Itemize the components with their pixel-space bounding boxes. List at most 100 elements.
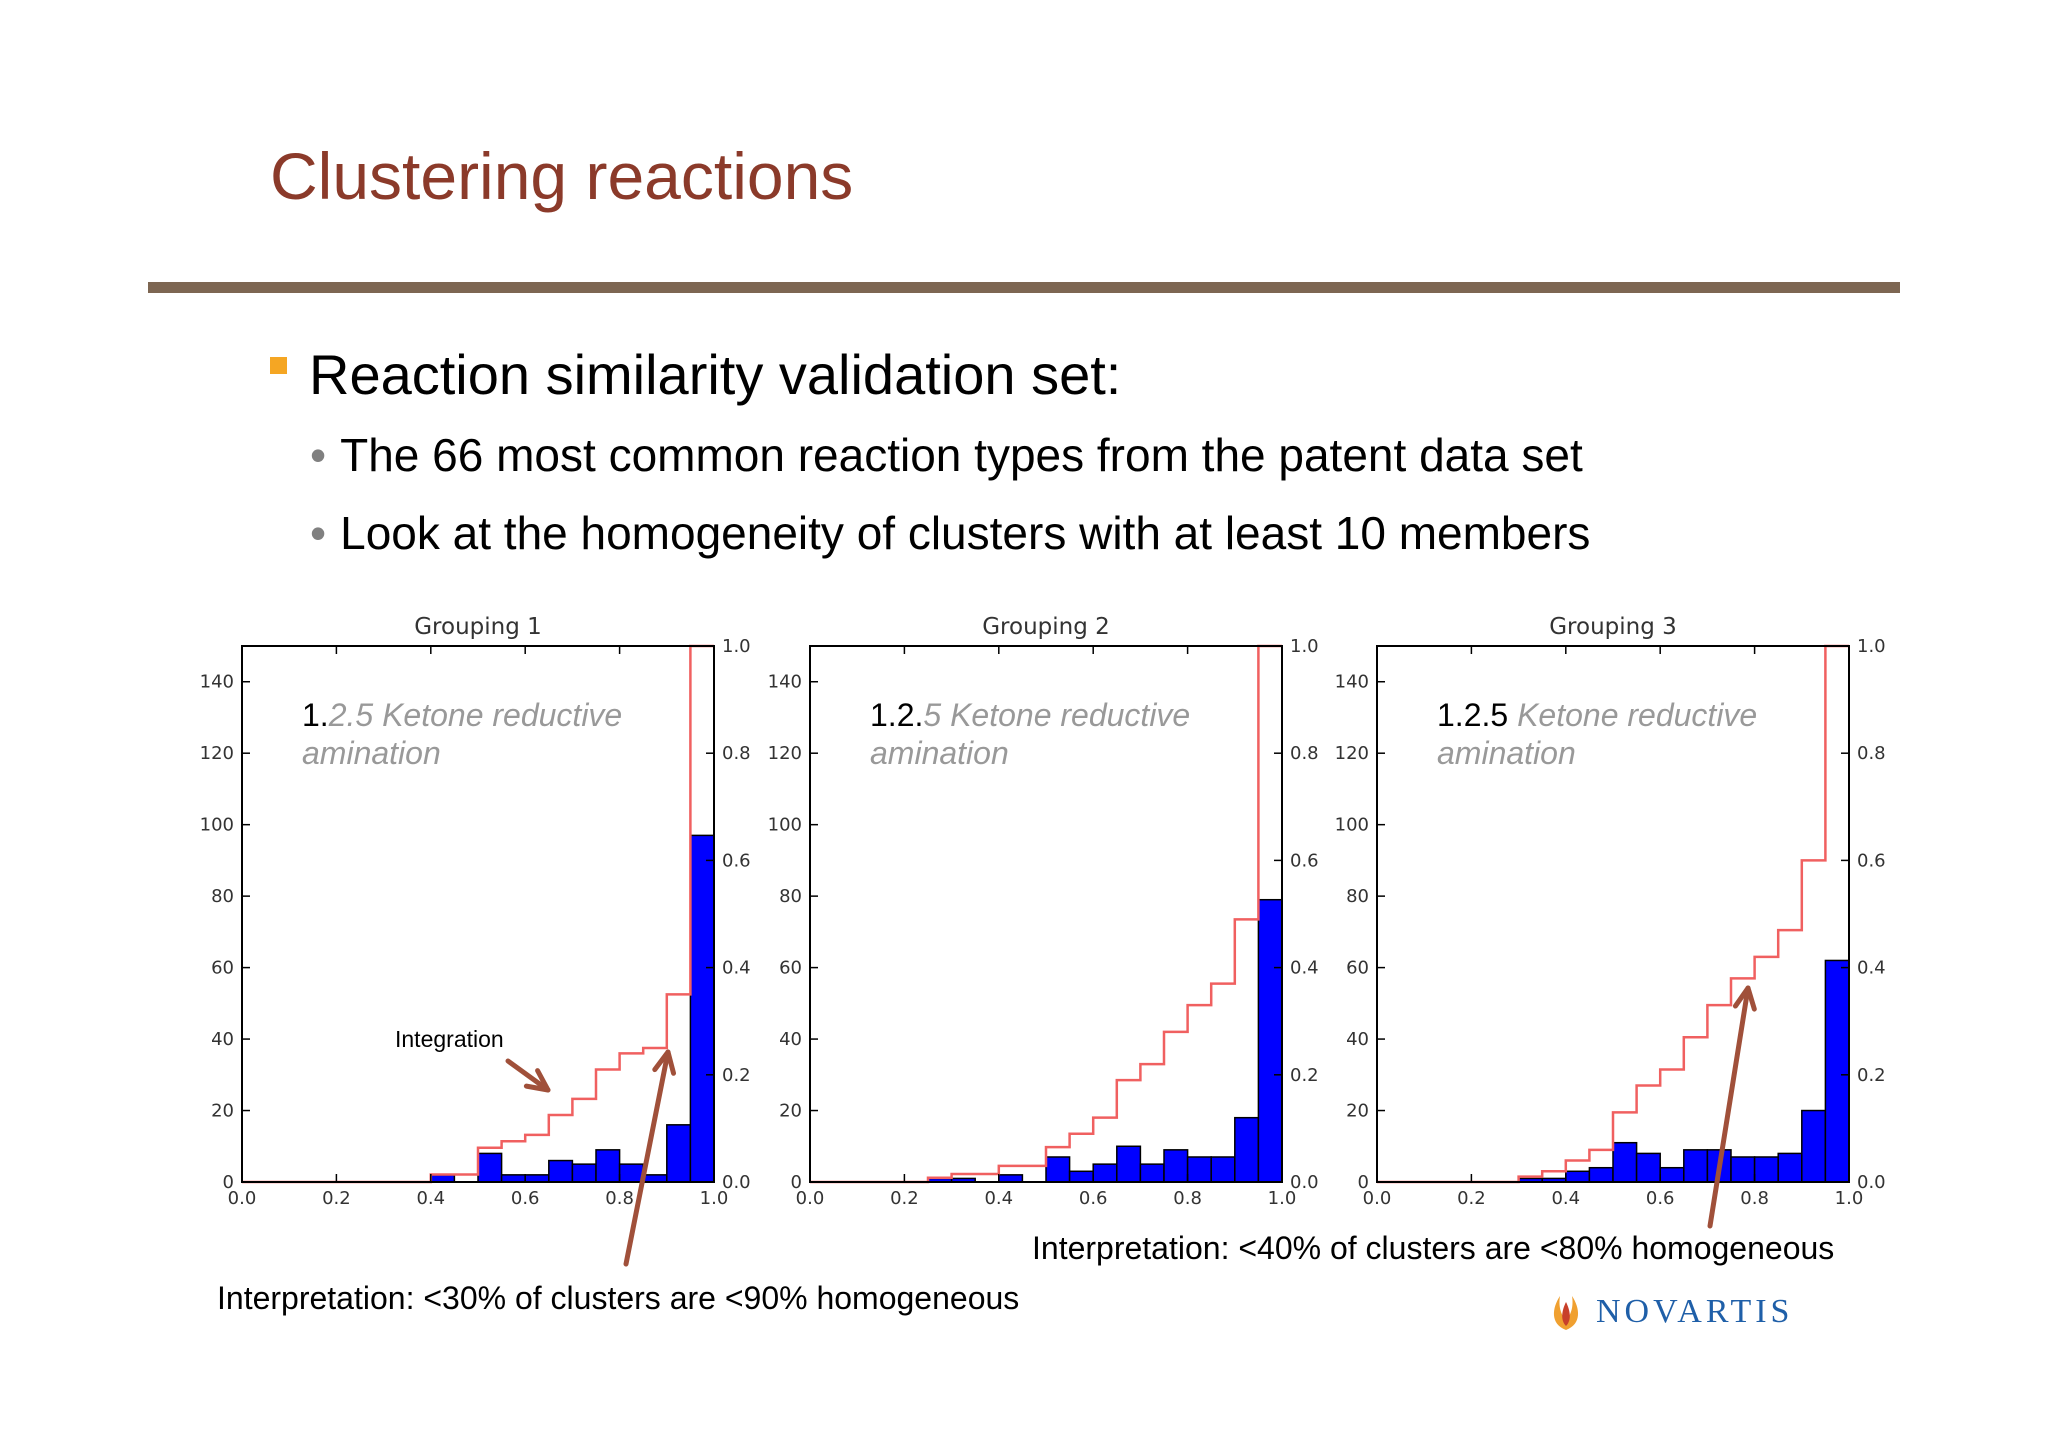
reaction-class-code: 1. — [302, 697, 329, 733]
y-right-tick-label: 0.2 — [722, 1065, 751, 1086]
histogram-bar — [1139, 1163, 1165, 1183]
histogram-bar — [666, 1124, 692, 1183]
reaction-class-label: 1.2.5 Ketone reductive — [1437, 697, 1757, 733]
y-left-tick-label: 20 — [779, 1101, 802, 1122]
y-right-tick-label: 1.0 — [1290, 636, 1319, 657]
histogram-bar — [500, 1174, 526, 1183]
x-tick-label: 1.0 — [1268, 1188, 1297, 1209]
y-right-tick-label: 0.6 — [722, 850, 751, 871]
y-left-tick-label: 120 — [1335, 743, 1369, 764]
histogram-bar — [1683, 1149, 1709, 1183]
histogram-bar — [1565, 1170, 1591, 1183]
y-right-tick-label: 0.2 — [1290, 1065, 1319, 1086]
integration-annotation: Integration — [395, 1026, 504, 1052]
y-right-tick-label: 0.4 — [1857, 958, 1886, 979]
histogram-bar — [430, 1174, 456, 1183]
histogram-bar — [1234, 1116, 1260, 1183]
y-right-tick-label: 1.0 — [722, 636, 751, 657]
novartis-logo: NOVARTIS — [1546, 1290, 1793, 1334]
y-right-tick-label: 0.0 — [1857, 1172, 1886, 1193]
reaction-class-code: 1.2. — [870, 697, 923, 733]
y-left-tick-label: 140 — [200, 672, 234, 693]
reaction-class-name: 2.5 Ketone reductive — [328, 697, 623, 733]
reaction-class-code: 1.2.5 — [1437, 697, 1517, 733]
y-left-tick-label: 100 — [1335, 815, 1369, 836]
y-right-tick-label: 0.8 — [722, 743, 751, 764]
reaction-class-label: 1.2.5 Ketone reductive — [870, 697, 1190, 733]
x-tick-label: 0.4 — [416, 1188, 445, 1209]
logo-wordmark: NOVARTIS — [1596, 1293, 1794, 1330]
integration-arrow — [505, 1058, 551, 1093]
x-tick-label: 0.0 — [796, 1188, 825, 1209]
interpretation-1: Interpretation: <30% of clusters are <90… — [217, 1280, 1020, 1316]
chart-title: Grouping 2 — [982, 614, 1110, 640]
reaction-class-name: Ketone reductive — [1517, 697, 1757, 733]
flame-icon — [1553, 1296, 1579, 1330]
x-tick-label: 0.2 — [890, 1188, 919, 1209]
y-left-tick-label: 60 — [1346, 958, 1369, 979]
reaction-class-label: 1.2.5 Ketone reductive — [302, 697, 622, 733]
histogram-bar — [1092, 1163, 1118, 1183]
y-right-tick-label: 0.0 — [1290, 1172, 1319, 1193]
histogram-bar — [1753, 1156, 1779, 1183]
y-right-tick-label: 0.4 — [1290, 958, 1319, 979]
reaction-class-name-line2: amination — [870, 735, 1009, 771]
y-right-tick-label: 1.0 — [1857, 636, 1886, 657]
x-tick-label: 0.8 — [1740, 1188, 1769, 1209]
y-right-tick-label: 0.0 — [722, 1172, 751, 1193]
plot-frame — [241, 645, 715, 1183]
y-left-tick-label: 120 — [200, 743, 234, 764]
histogram-bar — [1824, 959, 1850, 1183]
histogram-bar — [1801, 1109, 1827, 1183]
y-left-tick-label: 40 — [211, 1029, 234, 1050]
y-left-tick-label: 80 — [211, 886, 234, 907]
histogram-bar — [1116, 1145, 1142, 1183]
y-left-tick-label: 60 — [211, 958, 234, 979]
x-tick-label: 0.0 — [1363, 1188, 1392, 1209]
interpretation-2: Interpretation: <40% of clusters are <80… — [1032, 1230, 1835, 1266]
histogram-bar — [548, 1159, 574, 1183]
y-left-tick-label: 100 — [200, 815, 234, 836]
histogram-bar — [1777, 1152, 1803, 1183]
y-left-tick-label: 140 — [768, 672, 802, 693]
histogram-bar — [1186, 1156, 1212, 1183]
cumulative-line — [810, 644, 1282, 1184]
y-left-tick-label: 80 — [779, 886, 802, 907]
y-left-tick-label: 0 — [1358, 1172, 1369, 1193]
title-divider — [148, 282, 1900, 293]
interpretation-2-arrow-head — [1732, 985, 1757, 1012]
histogram-bar — [1730, 1156, 1756, 1183]
y-left-tick-label: 80 — [1346, 886, 1369, 907]
x-tick-label: 0.0 — [228, 1188, 257, 1209]
x-tick-label: 0.2 — [1457, 1188, 1486, 1209]
histogram-bar — [618, 1163, 644, 1183]
x-tick-label: 0.8 — [1173, 1188, 1202, 1209]
x-tick-label: 0.6 — [1646, 1188, 1675, 1209]
x-tick-label: 1.0 — [700, 1188, 729, 1209]
histogram-bar — [689, 834, 715, 1183]
histogram-bar — [1588, 1166, 1614, 1183]
histogram-bar — [1635, 1152, 1661, 1183]
x-tick-label: 0.4 — [1551, 1188, 1580, 1209]
y-right-tick-label: 0.6 — [1857, 850, 1886, 871]
square-bullet-icon — [270, 357, 287, 374]
plot-frame — [1376, 645, 1850, 1183]
y-left-tick-label: 120 — [768, 743, 802, 764]
x-tick-label: 0.6 — [511, 1188, 540, 1209]
histogram-bar — [1659, 1166, 1685, 1183]
sub-bullet-2: • Look at the homogeneity of clusters wi… — [310, 506, 1590, 560]
histogram-bar — [998, 1174, 1024, 1183]
dot-bullet-icon: • — [310, 429, 327, 481]
y-left-tick-label: 140 — [1335, 672, 1369, 693]
x-tick-label: 0.6 — [1079, 1188, 1108, 1209]
y-left-tick-label: 40 — [779, 1029, 802, 1050]
x-tick-label: 0.4 — [984, 1188, 1013, 1209]
histogram-bar — [1612, 1141, 1638, 1183]
y-left-tick-label: 40 — [1346, 1029, 1369, 1050]
sub-bullet-1-text: The 66 most common reaction types from t… — [340, 429, 1583, 481]
histogram-bar — [1068, 1170, 1094, 1183]
dot-bullet-icon: • — [310, 507, 327, 559]
histogram-bar — [1210, 1156, 1236, 1183]
y-left-tick-label: 20 — [211, 1101, 234, 1122]
